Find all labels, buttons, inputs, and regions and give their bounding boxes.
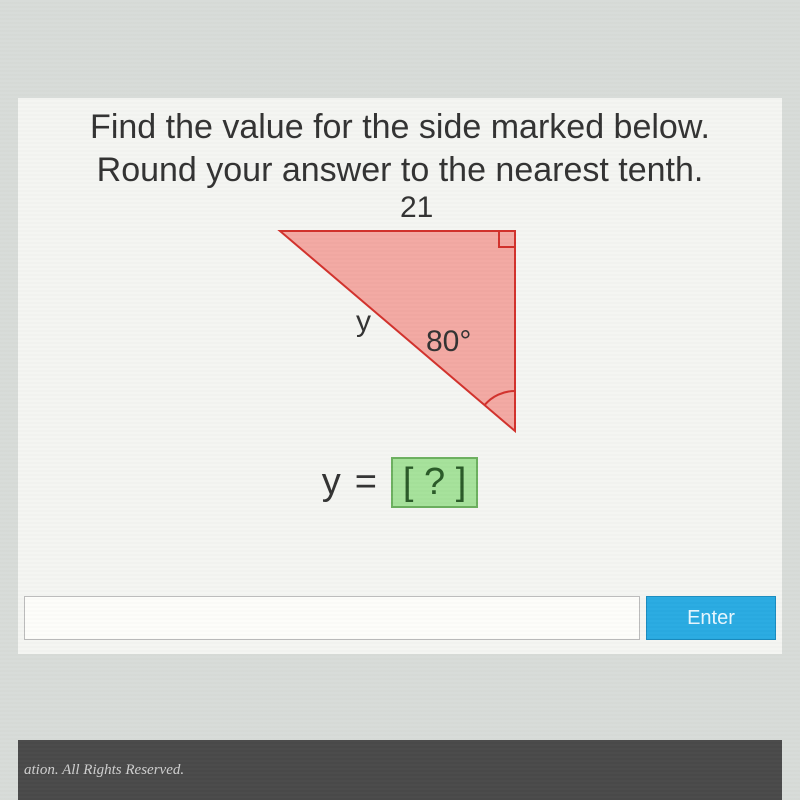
footer-bar: ation. All Rights Reserved. — [18, 740, 782, 800]
equation-lhs: y — [322, 461, 341, 504]
content-panel: Find the value for the side marked below… — [18, 98, 782, 654]
answer-input[interactable] — [24, 596, 640, 640]
question-line-1: Find the value for the side marked below… — [90, 106, 710, 149]
enter-button[interactable]: Enter — [646, 596, 776, 640]
question-text: Find the value for the side marked below… — [90, 106, 710, 191]
triangle-shape — [280, 231, 515, 431]
triangle-figure: 21 y 80° — [240, 195, 560, 445]
angle-label: 80° — [426, 325, 471, 359]
equation-equals: = — [355, 461, 377, 504]
input-bar: Enter — [18, 596, 782, 640]
answer-placeholder-box: [ ? ] — [391, 457, 478, 508]
side-label-hypotenuse: y — [356, 305, 371, 339]
question-line-2: Round your answer to the nearest tenth. — [90, 149, 710, 192]
side-label-top: 21 — [400, 191, 433, 225]
triangle-svg — [240, 195, 560, 445]
equation: y = [ ? ] — [322, 457, 479, 508]
footer-text: ation. All Rights Reserved. — [24, 762, 184, 779]
enter-button-label: Enter — [687, 607, 735, 630]
